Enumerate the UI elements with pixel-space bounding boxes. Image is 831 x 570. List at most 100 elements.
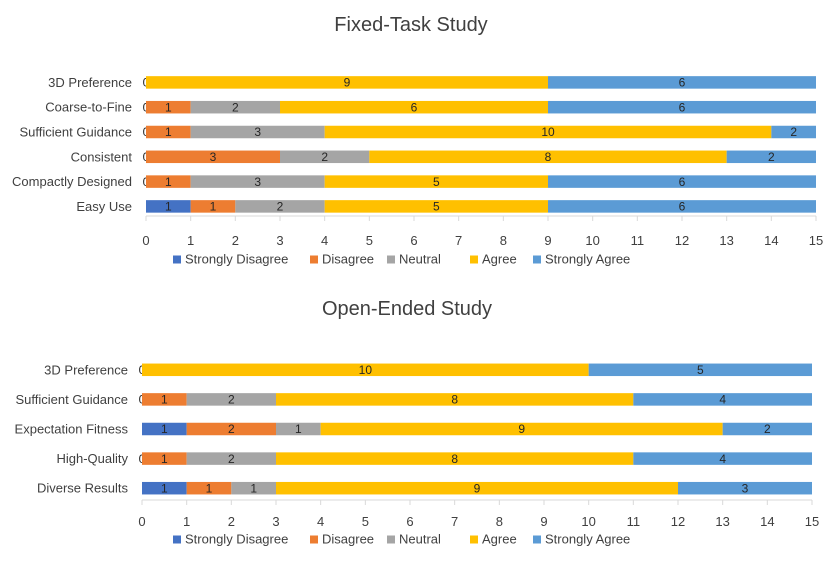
open-bar-segment xyxy=(320,422,723,436)
open-bar-segment xyxy=(186,452,276,465)
open-bar-segment xyxy=(588,363,812,377)
fixed-data-label: 1 xyxy=(210,200,217,214)
open-bar-segment xyxy=(186,393,276,406)
fixed-legend-swatch xyxy=(310,255,318,264)
open-legend-label: Agree xyxy=(482,532,517,547)
open-legend-swatch xyxy=(470,535,478,544)
open-data-label: 1 xyxy=(161,481,168,495)
open-data-label: 1 xyxy=(250,481,257,495)
open-category-label: Diverse Results xyxy=(37,481,129,496)
fixed-x-tick-label: 4 xyxy=(321,233,328,248)
open-x-tick-label: 4 xyxy=(317,514,324,529)
fixed-x-tick-label: 6 xyxy=(410,233,417,248)
fixed-data-label: 2 xyxy=(790,125,797,139)
fixed-x-tick-label: 1 xyxy=(187,233,194,248)
fixed-x-tick-label: 13 xyxy=(719,233,733,248)
open-x-tick-label: 2 xyxy=(228,514,235,529)
fixed-data-label: 2 xyxy=(277,200,284,214)
open-x-tick-label: 9 xyxy=(540,514,547,529)
open-data-label: 2 xyxy=(228,452,235,466)
fixed-data-label: 8 xyxy=(545,150,552,164)
fixed-chart-title: Fixed-Task Study xyxy=(334,14,487,36)
open-bar-segment xyxy=(142,452,187,465)
open-bar-segment xyxy=(722,422,812,436)
fixed-category-label: Sufficient Guidance xyxy=(20,125,133,140)
fixed-bar-segment xyxy=(324,175,548,188)
fixed-bar-segment xyxy=(771,125,816,139)
open-x-tick-label: 8 xyxy=(496,514,503,529)
fixed-legend-label: Agree xyxy=(482,252,517,267)
fixed-x-tick-label: 14 xyxy=(764,233,778,248)
fixed-bar-segment xyxy=(235,200,325,213)
open-x-tick-label: 15 xyxy=(805,514,819,529)
fixed-x-tick-label: 3 xyxy=(276,233,283,248)
open-x-tick-label: 11 xyxy=(627,514,641,529)
open-bar-segment xyxy=(276,481,678,495)
open-legend-label: Strongly Agree xyxy=(545,532,630,547)
open-bar-segment xyxy=(186,422,276,436)
fixed-bar-segment xyxy=(324,200,548,213)
open-data-label: 2 xyxy=(228,393,235,407)
open-data-label: 1 xyxy=(206,481,213,495)
fixed-bar-segment xyxy=(726,150,816,164)
open-bar-segment xyxy=(142,393,187,406)
fixed-legend-swatch xyxy=(387,255,395,264)
fixed-data-label: 6 xyxy=(679,175,686,189)
fixed-data-label: 1 xyxy=(165,100,172,114)
open-category-label: Sufficient Guidance xyxy=(16,392,129,407)
open-data-label: 1 xyxy=(161,422,168,436)
fixed-x-tick-label: 9 xyxy=(544,233,551,248)
fixed-bar-segment xyxy=(548,175,816,188)
open-x-tick-label: 1 xyxy=(183,514,190,529)
fixed-bar-segment xyxy=(146,150,280,164)
open-category-label: Expectation Fitness xyxy=(15,422,129,437)
fixed-category-label: Easy Use xyxy=(76,199,132,214)
fixed-data-label: 3 xyxy=(254,125,261,139)
fixed-bar-segment xyxy=(190,175,325,188)
fixed-bar-segment xyxy=(548,200,816,213)
open-x-tick-label: 14 xyxy=(760,514,774,529)
fixed-data-label: 10 xyxy=(541,125,555,139)
open-data-label: 10 xyxy=(359,363,373,377)
fixed-bar-segment xyxy=(146,100,191,114)
fixed-bar-segment xyxy=(369,150,727,164)
open-chart-title: Open-Ended Study xyxy=(322,298,492,320)
fixed-data-label: 3 xyxy=(254,175,261,189)
fixed-x-tick-label: 15 xyxy=(809,233,823,248)
open-x-tick-label: 6 xyxy=(406,514,413,529)
open-category-label: 3D Preference xyxy=(44,362,128,377)
fixed-data-label: 1 xyxy=(165,125,172,139)
open-legend-label: Neutral xyxy=(399,532,441,547)
fixed-bar-segment xyxy=(190,100,280,114)
fixed-data-label: 2 xyxy=(321,150,328,164)
fixed-category-label: Compactly Designed xyxy=(12,174,132,189)
open-data-label: 1 xyxy=(295,422,302,436)
fixed-x-tick-label: 10 xyxy=(585,233,599,248)
fixed-legend-label: Strongly Agree xyxy=(545,252,630,267)
fixed-legend-swatch xyxy=(470,255,478,264)
open-x-tick-label: 7 xyxy=(451,514,458,529)
fixed-x-tick-label: 5 xyxy=(366,233,373,248)
open-legend-swatch xyxy=(533,535,541,544)
fixed-x-tick-label: 2 xyxy=(232,233,239,248)
open-x-tick-label: 12 xyxy=(671,514,685,529)
fixed-category-label: Coarse-to-Fine xyxy=(45,100,132,115)
open-data-label: 1 xyxy=(161,393,168,407)
open-data-label: 8 xyxy=(451,393,458,407)
open-legend-label: Strongly Disagree xyxy=(185,532,288,547)
open-bar-segment xyxy=(142,422,187,436)
open-bar-segment xyxy=(678,481,812,495)
open-data-label: 3 xyxy=(742,481,749,495)
fixed-data-label: 2 xyxy=(232,100,239,114)
fixed-legend-swatch xyxy=(533,255,541,264)
fixed-x-tick-label: 7 xyxy=(455,233,462,248)
open-bar-segment xyxy=(142,363,589,377)
fixed-category-label: Consistent xyxy=(71,149,133,164)
open-data-label: 4 xyxy=(719,393,726,407)
open-bar-segment xyxy=(633,452,812,465)
open-x-tick-label: 0 xyxy=(138,514,145,529)
open-legend-swatch xyxy=(173,535,181,544)
